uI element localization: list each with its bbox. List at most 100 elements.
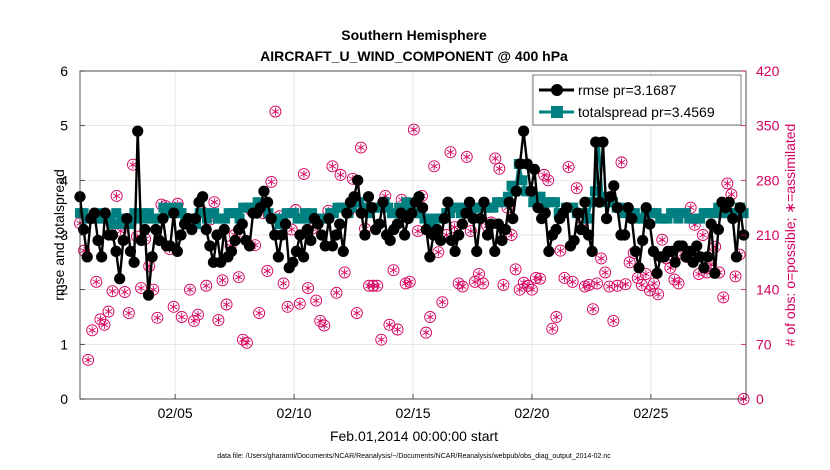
possible-point bbox=[216, 274, 229, 287]
rmse-point bbox=[499, 223, 512, 236]
totalspread-point bbox=[140, 213, 151, 224]
rmse-point bbox=[92, 234, 104, 247]
possible-point bbox=[118, 286, 131, 298]
rmse-point bbox=[366, 202, 378, 214]
assimilated-point bbox=[459, 282, 467, 291]
assimilated-point bbox=[129, 160, 137, 169]
assimilated-point bbox=[438, 298, 447, 307]
assimilated-point bbox=[279, 279, 288, 288]
assimilated-point bbox=[312, 296, 320, 305]
rmse-point bbox=[669, 256, 681, 268]
rmse-point bbox=[168, 207, 180, 219]
possible-point bbox=[212, 314, 225, 327]
assimilated-point bbox=[646, 286, 654, 295]
possible-point bbox=[452, 277, 465, 290]
possible-point bbox=[407, 123, 420, 136]
possible-point bbox=[550, 311, 563, 323]
possible-point bbox=[489, 152, 502, 165]
possible-point bbox=[635, 279, 648, 291]
totalspread-point bbox=[165, 202, 176, 213]
possible-point bbox=[644, 284, 656, 297]
possible-point bbox=[297, 168, 310, 181]
rmse-point bbox=[727, 213, 739, 225]
totalspread-point bbox=[93, 213, 104, 224]
rmse-point bbox=[204, 240, 216, 252]
totalspread-point bbox=[608, 197, 619, 208]
possible-point bbox=[387, 264, 400, 277]
rmse-point bbox=[142, 289, 155, 301]
assimilated-point bbox=[699, 231, 707, 239]
totalspread-point bbox=[252, 197, 263, 208]
assimilated-point bbox=[528, 285, 536, 294]
possible-point bbox=[717, 291, 730, 304]
assimilated-point bbox=[271, 107, 280, 116]
legend-rmse-marker bbox=[551, 84, 563, 96]
assimilated-point bbox=[430, 162, 438, 171]
assimilated-point bbox=[731, 272, 740, 281]
y2-axis-label: # of obs: o=possible; ∗=assimilated bbox=[782, 124, 798, 347]
y2-tick-label: 70 bbox=[756, 336, 772, 352]
chart-subtitle: AIRCRAFT_U_WIND_COMPONENT @ 400 hPa bbox=[260, 48, 568, 64]
rmse-point bbox=[651, 267, 663, 279]
rmse-point bbox=[539, 207, 551, 219]
rmse-point bbox=[611, 202, 623, 214]
assimilated-point bbox=[475, 270, 483, 279]
assimilated-point bbox=[300, 170, 308, 179]
totalspread-point bbox=[104, 213, 115, 224]
possible-point bbox=[261, 264, 274, 277]
possible-point bbox=[375, 333, 388, 346]
possible-point bbox=[672, 277, 685, 290]
totalspread-point bbox=[517, 175, 528, 186]
possible-point bbox=[302, 282, 314, 295]
possible-point bbox=[444, 146, 457, 159]
totalspread-point bbox=[488, 202, 499, 213]
possible-point bbox=[607, 314, 620, 327]
x-tick-label: 02/20 bbox=[514, 405, 549, 421]
assimilated-point bbox=[658, 235, 666, 244]
totalspread-point bbox=[125, 219, 136, 230]
possible-point bbox=[363, 279, 376, 292]
assimilated-point bbox=[654, 290, 662, 299]
assimilated-point bbox=[283, 302, 292, 311]
y-axis-label: rmse and totalspread bbox=[51, 169, 67, 301]
possible-point bbox=[314, 314, 327, 327]
possible-point bbox=[391, 323, 404, 336]
rmse-point bbox=[279, 218, 292, 230]
totalspread-point bbox=[383, 202, 394, 213]
totalspread-point bbox=[550, 197, 561, 208]
possible-point bbox=[428, 160, 441, 173]
assimilated-point bbox=[650, 279, 658, 288]
assimilated-point bbox=[589, 305, 597, 314]
totalspread-point bbox=[404, 202, 415, 213]
possible-point bbox=[497, 279, 510, 291]
rmse-point bbox=[157, 213, 169, 225]
totalspread-point bbox=[230, 208, 241, 219]
possible-point bbox=[277, 277, 290, 290]
rmse-point bbox=[373, 218, 385, 230]
chart-title: Southern Hemisphere bbox=[341, 27, 487, 43]
totalspread-point bbox=[114, 219, 125, 230]
rmse-point bbox=[561, 202, 573, 214]
assimilated-point bbox=[84, 355, 92, 364]
y2-tick-label: 420 bbox=[756, 63, 780, 79]
y2-tick-label: 350 bbox=[756, 118, 780, 134]
possible-point bbox=[310, 294, 323, 307]
possible-point bbox=[326, 160, 339, 173]
totalspread-point bbox=[307, 208, 318, 219]
assimilated-point bbox=[434, 248, 442, 257]
rmse-point bbox=[619, 229, 631, 241]
assimilated-point bbox=[573, 184, 581, 193]
rmse-point bbox=[528, 163, 541, 175]
assimilated-point bbox=[422, 328, 430, 337]
rmse-point bbox=[489, 245, 501, 257]
possible-point bbox=[167, 300, 180, 313]
possible-point bbox=[424, 311, 437, 323]
rmse-point bbox=[474, 213, 486, 225]
assimilated-point bbox=[96, 315, 105, 324]
assimilated-point bbox=[214, 316, 223, 325]
rmse-point bbox=[139, 223, 151, 236]
rmse-point bbox=[334, 218, 346, 230]
assimilated-point bbox=[642, 270, 650, 279]
possible-point bbox=[281, 300, 294, 313]
